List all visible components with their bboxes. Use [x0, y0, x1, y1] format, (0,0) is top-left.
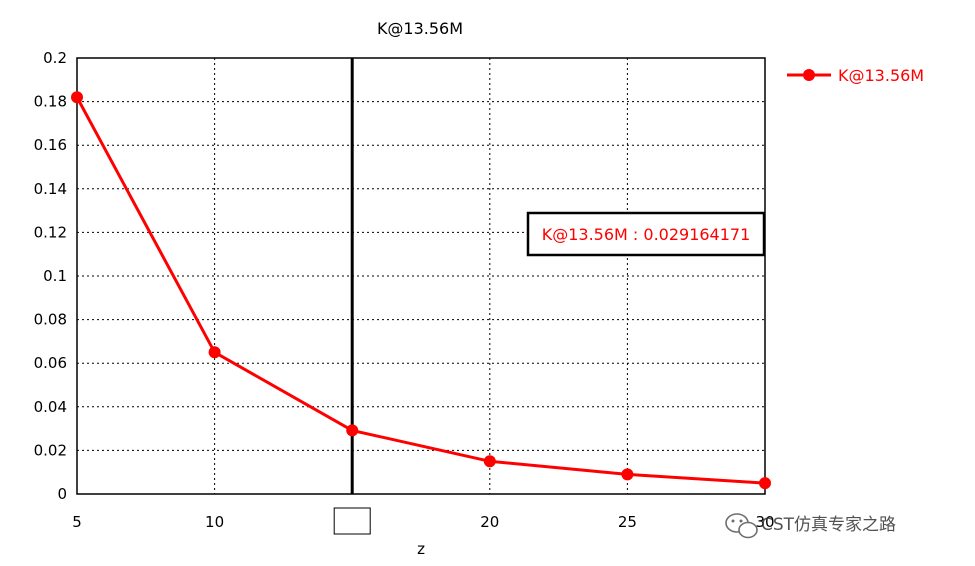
series-line-k1356m [75, 96, 766, 485]
legend[interactable]: K@13.56M [787, 66, 924, 85]
x-tick-label: 20 [480, 513, 499, 531]
y-tick-label: 0.08 [34, 311, 67, 329]
y-tick-label: 0.1 [43, 267, 67, 285]
x-tick-label: 5 [72, 513, 82, 531]
y-tick-label: 0.02 [34, 441, 67, 459]
plot-frame [76, 57, 766, 495]
data-point [346, 424, 359, 437]
data-point [759, 477, 771, 490]
y-tick-label: 0.12 [34, 223, 67, 241]
watermark: CST仿真专家之路 [725, 513, 896, 539]
legend-marker [803, 69, 815, 81]
y-tick-label: 0.06 [34, 354, 67, 372]
chart-title: K@13.56M [377, 19, 463, 38]
x-axis-label: z [417, 540, 425, 558]
data-point [621, 468, 634, 481]
marker-readout-box [526, 211, 766, 257]
y-tick-labels: 0 0.02 0.04 0.06 0.08 0.1 0.12 0.14 0.16 0.18 0.2 [34, 49, 67, 503]
marker-readout: K@13.56M : 0.029164171 [526, 211, 766, 257]
y-tick-label: 0.16 [34, 136, 67, 154]
marker-readout-text: K@13.56M : 0.029164171 [542, 225, 751, 244]
y-tick-label: 0.14 [34, 180, 67, 198]
data-point [71, 91, 83, 104]
grid-lines [77, 58, 765, 494]
watermark-text: CST仿真专家之路 [761, 515, 896, 535]
wechat-icon [725, 513, 758, 539]
data-point [483, 455, 496, 468]
y-tick-label: 0 [57, 485, 67, 503]
marker-x-label-box [333, 507, 371, 535]
series-points [71, 91, 771, 490]
y-tick-label: 0.2 [43, 49, 67, 67]
x-tick-label: 30 [755, 513, 774, 531]
data-point [208, 346, 221, 359]
x-tick-labels: 51015202530 [72, 513, 774, 531]
legend-label: K@13.56M [838, 66, 924, 85]
y-tick-label: 0.04 [34, 398, 67, 416]
y-tick-label: 0.18 [34, 93, 67, 111]
x-tick-label: 10 [205, 513, 224, 531]
x-tick-label: 25 [618, 513, 637, 531]
